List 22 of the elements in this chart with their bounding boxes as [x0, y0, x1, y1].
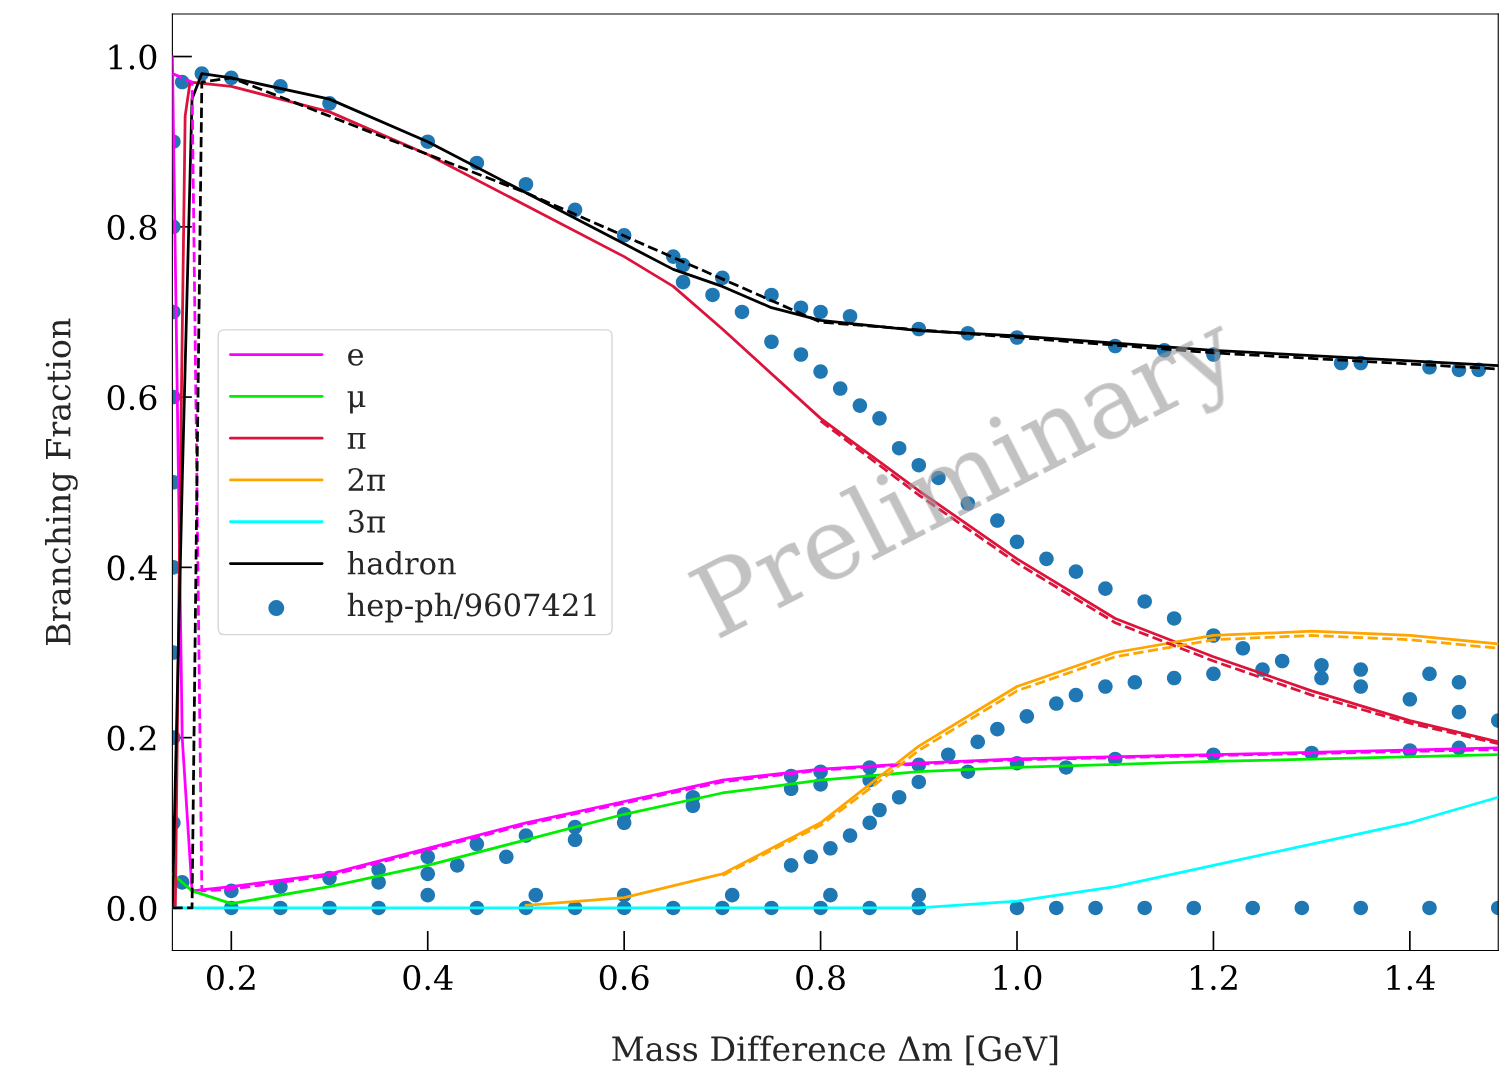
y-axis-title: Branching Fraction: [44, 318, 78, 645]
x-tick-label: 1.4: [1387, 964, 1435, 991]
x-tick-label: 1.0: [994, 964, 1042, 991]
legend-label: μ: [347, 391, 366, 414]
legend-label: e: [348, 348, 364, 366]
x-tick-label: 1.2: [1191, 964, 1237, 991]
y-tick-label: 0.8: [107, 214, 157, 240]
legend-label: hadron: [347, 551, 456, 575]
y-tick-label: 0.6: [107, 385, 157, 411]
y-tick-label: 0.4: [107, 555, 157, 581]
y-tick-label: 1.0: [109, 44, 157, 70]
legend-label: 3π: [348, 509, 385, 533]
x-tick-label: 0.6: [599, 964, 649, 991]
x-tick-label: 0.2: [207, 964, 255, 991]
y-tick-label: 0.0: [107, 895, 157, 922]
legend-label: π: [347, 433, 366, 449]
legend-label: 2π: [348, 467, 385, 491]
legend-label: hep-ph/9607421: [347, 592, 596, 623]
y-tick-label: 0.2: [107, 725, 156, 751]
x-tick-label: 0.8: [796, 964, 845, 991]
x-tick-label: 0.4: [403, 964, 453, 991]
x-axis-title: Mass Difference Δm [GeV]: [612, 1035, 1058, 1066]
